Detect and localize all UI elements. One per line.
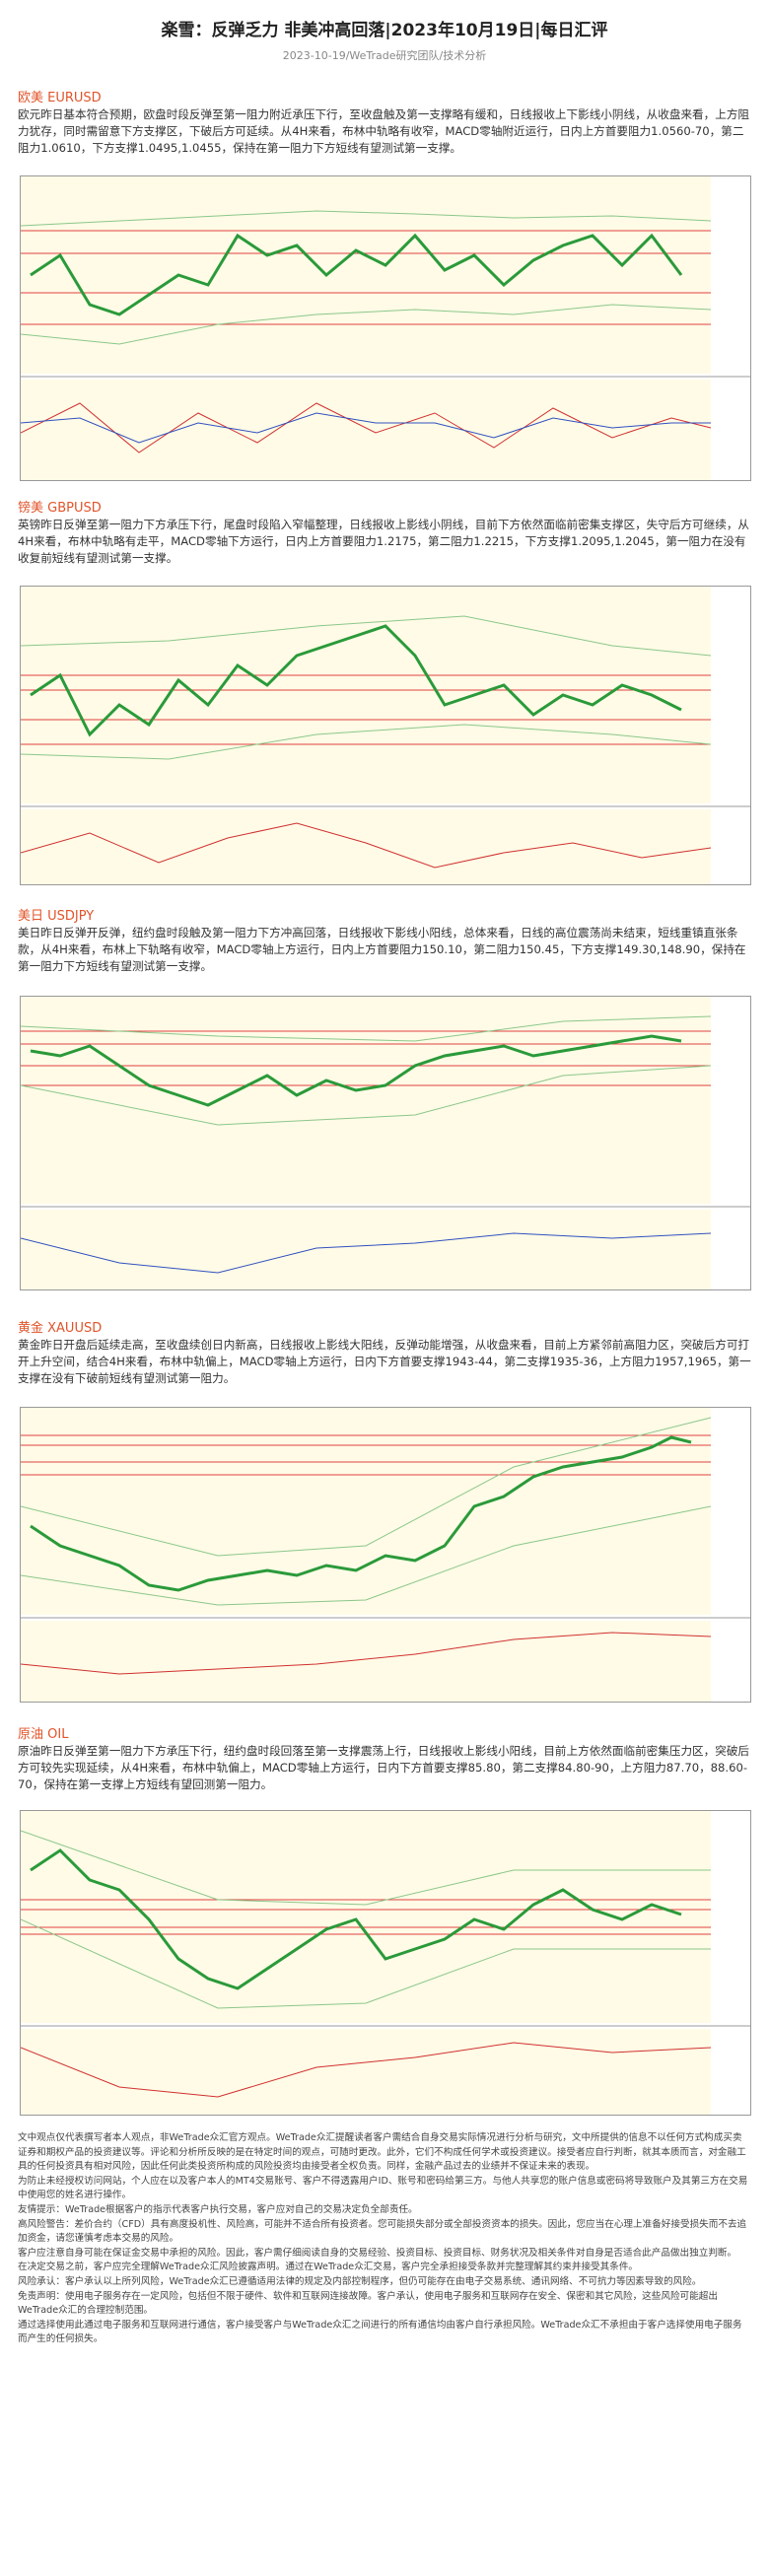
chart-image <box>20 175 751 481</box>
chart-graphic <box>21 1811 750 2115</box>
section-heading: 美日 USDJPY <box>18 909 95 924</box>
disclaimer-paragraph: 文中观点仅代表撰写者本人观点，非WeTrade众汇官方观点。WeTrade众汇提… <box>18 2132 746 2173</box>
chart-image <box>20 586 751 885</box>
disclaimer-paragraph: 为防止未经授权访问网站，个人应在以及客户本人的MT4交易账号、客户不得透露用户I… <box>18 2175 748 2201</box>
section-heading: 原油 OIL <box>18 1727 69 1742</box>
chart-graphic <box>21 1408 750 1702</box>
section-heading: 镑美 GBPUSD <box>18 501 102 516</box>
disclaimer-paragraph: 通过选择使用此通过电子服务和互联网进行通信，客户接受客户与WeTrade众汇之间… <box>18 2319 742 2345</box>
disclaimer-paragraph: 风险承认：客户承认以上所列风险，WeTrade众汇已遵循适用法律的规定及内部控制… <box>18 2275 702 2287</box>
disclaimer-paragraph: 免责声明：使用电子服务存在一定风险，包括但不限于硬件、软件和互联网连接故障。客户… <box>18 2290 718 2317</box>
disclaimer-paragraph: 在决定交易之前，客户应完全理解WeTrade众汇风险披露声明。通过在WeTrad… <box>18 2262 639 2273</box>
disclaimer-paragraph: 客户应注意自身可能在保证金交易中承担的风险。因此，客户需仔细阅读自身的交易经验、… <box>18 2247 737 2259</box>
section-body: 英镑昨日反弹至第一阻力下方承压下行，尾盘时段陷入窄幅整理，日线报收上影线小阴线，… <box>18 518 750 565</box>
section-heading: 欧美 EURUSD <box>18 91 102 105</box>
disclaimer: 文中观点仅代表撰写者本人观点，非WeTrade众汇官方观点。WeTrade众汇提… <box>18 2131 751 2347</box>
section-body: 黄金昨日开盘后延续走高，至收盘续创日内新高，日线报收上影线大阳线，反弹动能增强，… <box>18 1338 751 1385</box>
section-body: 欧元昨日基本符合预期，欧盘时段反弹至第一阻力附近承压下行，至收盘触及第一支撑略有… <box>18 107 750 155</box>
chart-graphic <box>21 997 750 1289</box>
section-body: 美日昨日反弹开反弹，纽约盘时段触及第一阻力下方冲高回落，日线报收下影线小阳线，总… <box>18 926 746 973</box>
section-heading: 黄金 XAUUSD <box>18 1321 103 1336</box>
disclaimer-paragraph: 高风险警告：差价合约（CFD）具有高度投机性、风险高，可能并不适合所有投资者。您… <box>18 2218 747 2245</box>
chart-image <box>20 996 751 1290</box>
page-title: 楽雪：反弹乏力 非美冲高回落|2023年10月19日|每日汇评 <box>161 21 608 40</box>
disclaimer-paragraph: 友情提示：WeTrade根据客户的指示代表客户执行交易，客户应对自己的交易决定负… <box>18 2203 418 2215</box>
chart-image <box>20 1810 751 2116</box>
page-subtitle: 2023-10-19/WeTrade研究团队/技术分析 <box>282 49 487 62</box>
chart-graphic <box>21 587 750 884</box>
chart-graphic <box>21 176 750 480</box>
section-body: 原油昨日反弹至第一阻力下方承压下行，纽约盘时段回落至第一支撑震荡上行，日线报收上… <box>18 1744 750 1791</box>
chart-image <box>20 1407 751 1703</box>
